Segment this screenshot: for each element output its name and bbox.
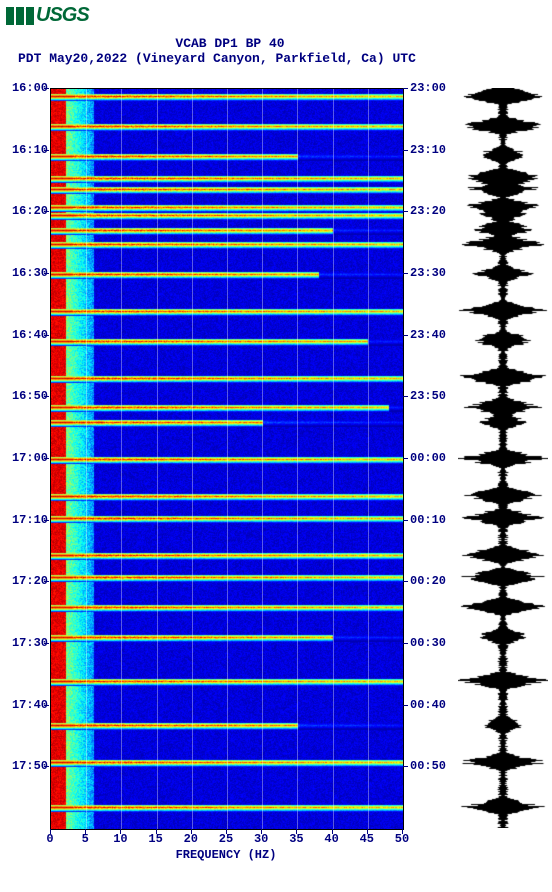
utc-time-label: 23:50 bbox=[410, 389, 450, 403]
spectrogram-plot bbox=[50, 88, 404, 830]
x-tick-label: 25 bbox=[219, 832, 233, 846]
pdt-time-label: 17:20 bbox=[6, 574, 48, 588]
utc-time-label: 00:10 bbox=[410, 513, 450, 527]
x-tick-label: 20 bbox=[184, 832, 198, 846]
pdt-time-label: 16:40 bbox=[6, 328, 48, 342]
pdt-time-label: 16:20 bbox=[6, 204, 48, 218]
pdt-time-label: 17:00 bbox=[6, 451, 48, 465]
utc-time-label: 23:00 bbox=[410, 81, 450, 95]
date-location-title: PDT May20,2022 (Vineyard Canyon, Parkfie… bbox=[0, 51, 552, 66]
pdt-time-label: 17:40 bbox=[6, 698, 48, 712]
utc-time-label: 00:50 bbox=[410, 759, 450, 773]
x-tick-label: 10 bbox=[113, 832, 127, 846]
utc-time-label: 00:30 bbox=[410, 636, 450, 650]
pdt-time-label: 17:10 bbox=[6, 513, 48, 527]
waveform-panel bbox=[458, 88, 548, 828]
logo-text: USGS bbox=[36, 4, 89, 27]
pdt-time-label: 17:50 bbox=[6, 759, 48, 773]
utc-time-label: 00:20 bbox=[410, 574, 450, 588]
x-tick-label: 50 bbox=[395, 832, 409, 846]
utc-time-label: 23:20 bbox=[410, 204, 450, 218]
utc-time-label: 23:30 bbox=[410, 266, 450, 280]
x-tick-label: 45 bbox=[360, 832, 374, 846]
usgs-logo: USGS bbox=[6, 4, 89, 27]
chart-header: VCAB DP1 BP 40 PDT May20,2022 (Vineyard … bbox=[0, 36, 552, 66]
pdt-time-label: 16:50 bbox=[6, 389, 48, 403]
pdt-time-label: 16:10 bbox=[6, 143, 48, 157]
x-tick-label: 5 bbox=[82, 832, 89, 846]
x-axis-label: FREQUENCY (HZ) bbox=[50, 848, 402, 862]
utc-time-label: 00:40 bbox=[410, 698, 450, 712]
pdt-time-label: 16:30 bbox=[6, 266, 48, 280]
station-title: VCAB DP1 BP 40 bbox=[0, 36, 460, 51]
y-axis-right-utc: 23:0023:1023:2023:3023:4023:5000:0000:10… bbox=[410, 88, 450, 828]
x-tick-label: 30 bbox=[254, 832, 268, 846]
logo-bars bbox=[6, 7, 34, 25]
x-tick-label: 0 bbox=[46, 832, 53, 846]
utc-time-label: 00:00 bbox=[410, 451, 450, 465]
utc-time-label: 23:10 bbox=[410, 143, 450, 157]
x-tick-label: 15 bbox=[148, 832, 162, 846]
x-tick-label: 40 bbox=[324, 832, 338, 846]
y-axis-left-pdt: 16:0016:1016:2016:3016:4016:5017:0017:10… bbox=[6, 88, 48, 828]
x-tick-label: 35 bbox=[289, 832, 303, 846]
waveform-canvas bbox=[458, 88, 548, 828]
utc-time-label: 23:40 bbox=[410, 328, 450, 342]
pdt-time-label: 17:30 bbox=[6, 636, 48, 650]
pdt-time-label: 16:00 bbox=[6, 81, 48, 95]
